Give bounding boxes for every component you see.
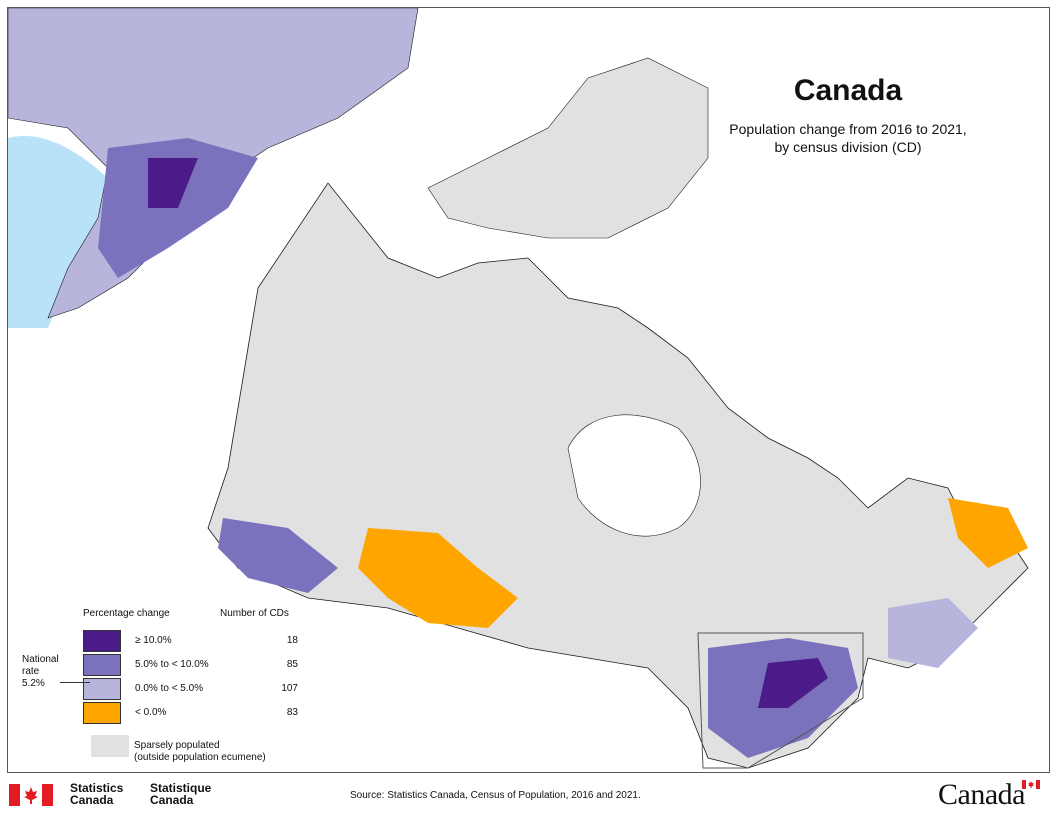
wordmark-flag-icon	[1022, 780, 1040, 789]
legend-header-count: Number of CDs	[220, 608, 289, 619]
footer: Statistics Canada Statistique Canada Sou…	[0, 776, 1057, 817]
map-frame: Canada Population change from 2016 to 20…	[7, 7, 1050, 773]
legend-count-3: 107	[281, 683, 298, 694]
source-note: Source: Statistics Canada, Census of Pop…	[350, 790, 641, 801]
atlantic-mixed	[888, 598, 978, 668]
agency-en-line-1: Statistics	[70, 781, 124, 795]
legend-row-4: < 0.0% 83	[83, 702, 303, 726]
legend: Percentage change Number of CDs ≥ 10.0% …	[8, 606, 318, 766]
legend-label-sparse: Sparsely populated (outside population e…	[134, 740, 266, 764]
legend-swatch-sparse	[91, 735, 129, 757]
agency-en-line-2: Canada	[70, 793, 114, 807]
legend-swatch-3	[83, 678, 121, 700]
legend-row-1: ≥ 10.0% 18	[83, 630, 303, 654]
legend-label-2: 5.0% to < 10.0%	[135, 659, 209, 670]
prairie-decline	[358, 528, 518, 628]
inset-lake-water	[8, 136, 118, 328]
west-coast-growth	[218, 518, 338, 593]
inset-outline	[697, 632, 864, 769]
national-rate-label: National rate 5.2%	[22, 654, 59, 690]
agency-fr-line-1: Statistique	[150, 781, 212, 795]
map-title: Canada	[793, 74, 903, 107]
subtitle-line-1: Population change from 2016 to 2021,	[729, 121, 967, 137]
canada-wordmark: Canada	[938, 778, 1025, 811]
quebec-ontario-core	[758, 658, 828, 708]
legend-swatch-2	[83, 654, 121, 676]
canada-flag-icon	[9, 784, 53, 806]
atlantic-decline	[948, 498, 1028, 568]
national-rate-value: 5.2%	[22, 678, 45, 689]
agency-name-fr: Statistique Canada	[150, 782, 211, 806]
subtitle-line-2: by census division (CD)	[774, 139, 922, 155]
agency-name-en: Statistics Canada	[70, 782, 123, 806]
national-rate-line-1: National	[22, 654, 59, 665]
national-rate-pointer	[60, 682, 90, 683]
legend-label-3: 0.0% to < 5.0%	[135, 683, 204, 694]
hudson-bay	[567, 414, 701, 537]
legend-swatch-4	[83, 702, 121, 724]
legend-count-4: 83	[286, 707, 298, 718]
legend-row-3: 0.0% to < 5.0% 107	[83, 678, 303, 702]
sparse-line-2: (outside population ecumene)	[134, 752, 266, 763]
sparse-line-1: Sparsely populated	[134, 740, 220, 751]
ontario-inset-growth	[148, 158, 198, 208]
legend-count-1: 18	[286, 635, 298, 646]
national-rate-line-2: rate	[22, 666, 40, 677]
arctic-islands	[427, 57, 709, 239]
agency-fr-line-2: Canada	[150, 793, 194, 807]
legend-swatch-1	[83, 630, 121, 652]
legend-label-4: < 0.0%	[135, 707, 167, 718]
legend-row-2: 5.0% to < 10.0% 85	[83, 654, 303, 678]
legend-count-2: 85	[286, 659, 298, 670]
map-subtitle: Population change from 2016 to 2021, by …	[698, 120, 998, 156]
legend-header-change: Percentage change	[83, 608, 170, 619]
map-canvas	[8, 8, 1029, 769]
legend-label-1: ≥ 10.0%	[135, 635, 172, 646]
